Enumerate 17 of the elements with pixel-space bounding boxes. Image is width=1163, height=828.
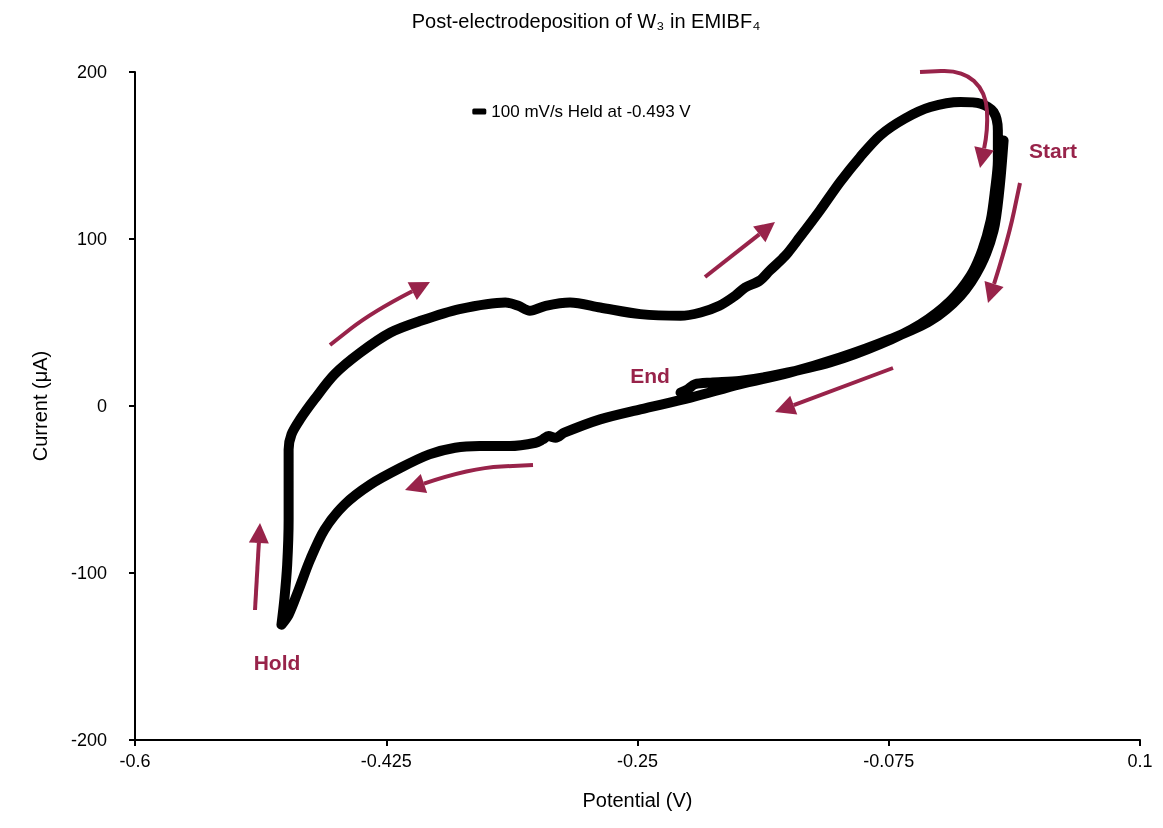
x-axis-title: Potential (V)	[582, 789, 693, 811]
y-tick-label: -200	[70, 730, 107, 750]
y-tick-label: 0	[96, 396, 107, 416]
y-axis-title: Current (μA)	[29, 350, 51, 462]
x-tick-label: -0.25	[616, 751, 659, 771]
annotation: Hold	[253, 650, 301, 674]
x-tick-label: 0.1	[1127, 751, 1153, 771]
chart-title: Post-electrodeposition of W₃ in EMIBF₄	[411, 10, 761, 32]
x-tick-label: -0.6	[119, 751, 151, 771]
y-tick-label: 100	[76, 229, 107, 249]
x-tick-label: -0.075	[863, 751, 915, 771]
annotation: End	[630, 363, 670, 387]
legend-label: 100 mV/s Held at -0.493 V	[491, 102, 692, 121]
y-tick-label: -100	[70, 563, 107, 583]
annotation: Start	[1029, 138, 1077, 162]
x-tick-label: -0.425	[360, 751, 412, 771]
y-tick-label: 200	[76, 62, 107, 82]
